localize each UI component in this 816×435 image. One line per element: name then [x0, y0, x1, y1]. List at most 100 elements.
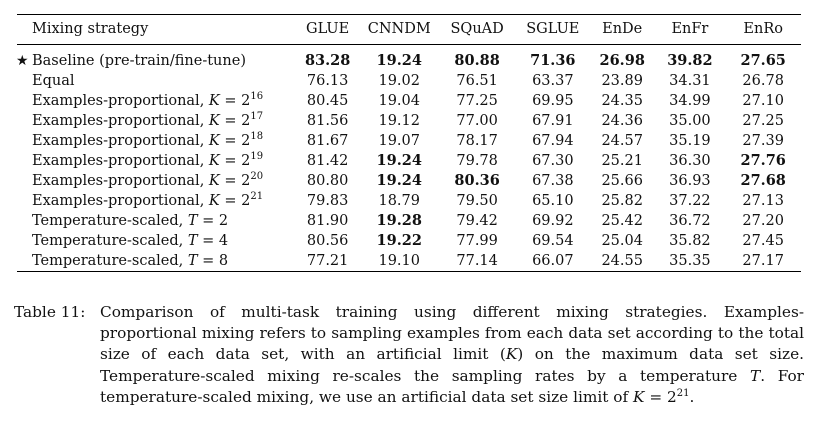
table-row: Examples-proportional, K = 221 79.83 18.79… — [17, 191, 801, 211]
table-row: Examples-proportional, K = 216 80.45 19.04… — [17, 91, 801, 111]
table-row: Temperature-scaled, T = 4 80.56 19.22 77.99… — [17, 231, 801, 251]
score-cell: 77.99 — [456, 233, 498, 249]
strategy-name-cell: Examples-proportional, K = 221 — [32, 191, 264, 210]
strategy-name-cell: Temperature-scaled, T = 2 — [32, 213, 229, 229]
score-cell: 27.20 — [742, 213, 784, 229]
strategy-name-cell: Temperature-scaled, T = 4 — [32, 233, 229, 249]
score-cell: 27.17 — [742, 253, 784, 269]
score-cell: 18.79 — [378, 193, 420, 209]
score-cell: 27.13 — [742, 193, 784, 209]
table-header-row: Mixing strategy GLUE CNNDM SQuAD SGLUE E… — [17, 14, 801, 45]
score-cell: 81.90 — [306, 213, 349, 229]
score-cell: 63.37 — [532, 73, 574, 89]
score-cell: 65.10 — [532, 193, 574, 209]
score-cell: 77.25 — [456, 93, 498, 109]
score-cell: 19.07 — [378, 133, 420, 149]
column-header: EnRo — [743, 21, 783, 37]
table-caption: Table 11: Comparison of multi-task train… — [14, 302, 804, 408]
strategy-name-cell: Examples-proportional, K = 216 — [32, 91, 264, 110]
score-cell: 27.10 — [742, 93, 784, 109]
score-cell: 36.30 — [669, 153, 711, 169]
score-cell: 35.82 — [669, 233, 711, 249]
score-cell: 19.22 — [376, 232, 422, 249]
score-cell: 79.50 — [456, 193, 498, 209]
star-icon: ★ — [16, 53, 29, 69]
score-cell: 35.19 — [669, 133, 711, 149]
score-cell: 80.36 — [454, 172, 500, 189]
score-cell: 81.67 — [306, 133, 349, 149]
column-header: EnFr — [671, 21, 709, 37]
score-cell: 24.55 — [601, 253, 643, 269]
score-cell: 36.93 — [669, 173, 711, 189]
score-cell: 25.04 — [601, 233, 643, 249]
strategy-name-cell: Examples-proportional, K = 217 — [32, 111, 264, 130]
score-cell: 66.07 — [532, 253, 574, 269]
score-cell: 77.00 — [456, 113, 498, 129]
score-cell: 71.36 — [530, 52, 576, 69]
score-cell: 27.45 — [742, 233, 784, 249]
score-cell: 27.65 — [740, 52, 786, 69]
score-cell: 24.36 — [601, 113, 643, 129]
score-cell: 69.54 — [532, 233, 574, 249]
score-cell: 80.56 — [306, 233, 349, 249]
score-cell: 19.28 — [376, 212, 422, 229]
score-cell: 80.88 — [454, 52, 500, 69]
score-cell: 79.42 — [456, 213, 498, 229]
score-cell: 69.92 — [532, 213, 574, 229]
table-row: Examples-proportional, K = 219 81.42 19.24… — [17, 151, 801, 171]
score-cell: 77.14 — [456, 253, 498, 269]
column-header: CNNDM — [367, 21, 431, 37]
column-header: SQuAD — [450, 21, 504, 37]
score-cell: 19.24 — [376, 52, 422, 69]
score-cell: 37.22 — [669, 193, 711, 209]
column-header: SGLUE — [526, 21, 580, 37]
score-cell: 19.04 — [378, 93, 420, 109]
table-row: Temperature-scaled, T = 2 81.90 19.28 79.42… — [17, 211, 801, 231]
strategy-name-cell: Examples-proportional, K = 220 — [32, 171, 264, 190]
score-cell: 79.78 — [456, 153, 498, 169]
score-cell: 24.35 — [601, 93, 643, 109]
score-cell: 35.35 — [669, 253, 711, 269]
table-row: Examples-proportional, K = 220 80.80 19.24… — [17, 171, 801, 191]
score-cell: 19.10 — [378, 253, 420, 269]
score-cell: 25.82 — [601, 193, 643, 209]
score-cell: 23.89 — [601, 73, 643, 89]
score-cell: 81.42 — [306, 153, 349, 169]
strategy-name-cell: Examples-proportional, K = 219 — [32, 151, 264, 170]
score-cell: 27.25 — [742, 113, 784, 129]
score-cell: 27.39 — [742, 133, 784, 149]
table-row: Examples-proportional, K = 218 81.67 19.07… — [17, 131, 801, 151]
strategy-name-cell: Temperature-scaled, T = 8 — [32, 253, 229, 269]
score-cell: 81.56 — [306, 113, 349, 129]
score-cell: 26.78 — [742, 73, 784, 89]
column-header: GLUE — [306, 21, 350, 37]
score-cell: 39.82 — [667, 52, 713, 69]
score-cell: 34.99 — [669, 93, 711, 109]
score-cell: 25.42 — [601, 213, 643, 229]
mixing-strategy-table: Mixing strategy GLUE CNNDM SQuAD SGLUE E… — [16, 14, 801, 272]
score-cell: 67.38 — [532, 173, 574, 189]
score-cell: 67.30 — [532, 153, 574, 169]
strategy-name-cell: Examples-proportional, K = 218 — [32, 131, 264, 150]
score-cell: 83.28 — [304, 52, 351, 69]
score-cell: 79.83 — [306, 193, 349, 209]
score-cell: 25.21 — [601, 153, 643, 169]
column-header: EnDe — [602, 21, 643, 37]
score-cell: 19.12 — [378, 113, 420, 129]
table-row: Equal 76.13 19.02 76.51 63.37 23.89 34.31 26.78 — [17, 71, 801, 91]
score-cell: 80.80 — [306, 173, 349, 189]
score-cell: 69.95 — [532, 93, 574, 109]
caption-text: Comparison of multi-task training using … — [100, 303, 804, 406]
score-cell: 67.91 — [532, 113, 574, 129]
score-cell: 77.21 — [306, 253, 349, 269]
caption-label: Table 11: — [14, 303, 86, 321]
score-cell: 36.72 — [669, 213, 711, 229]
table-body: ★ Baseline (pre-train/fine-tune) 83.28 19.2… — [16, 45, 801, 272]
score-cell: 25.66 — [601, 173, 643, 189]
column-header: Mixing strategy — [32, 21, 149, 37]
score-cell: 76.13 — [306, 73, 349, 89]
score-cell: 19.02 — [378, 73, 420, 89]
score-cell: 19.24 — [376, 172, 422, 189]
results-table-container: Mixing strategy GLUE CNNDM SQuAD SGLUE E… — [16, 14, 801, 272]
strategy-name-cell: Equal — [32, 73, 75, 89]
